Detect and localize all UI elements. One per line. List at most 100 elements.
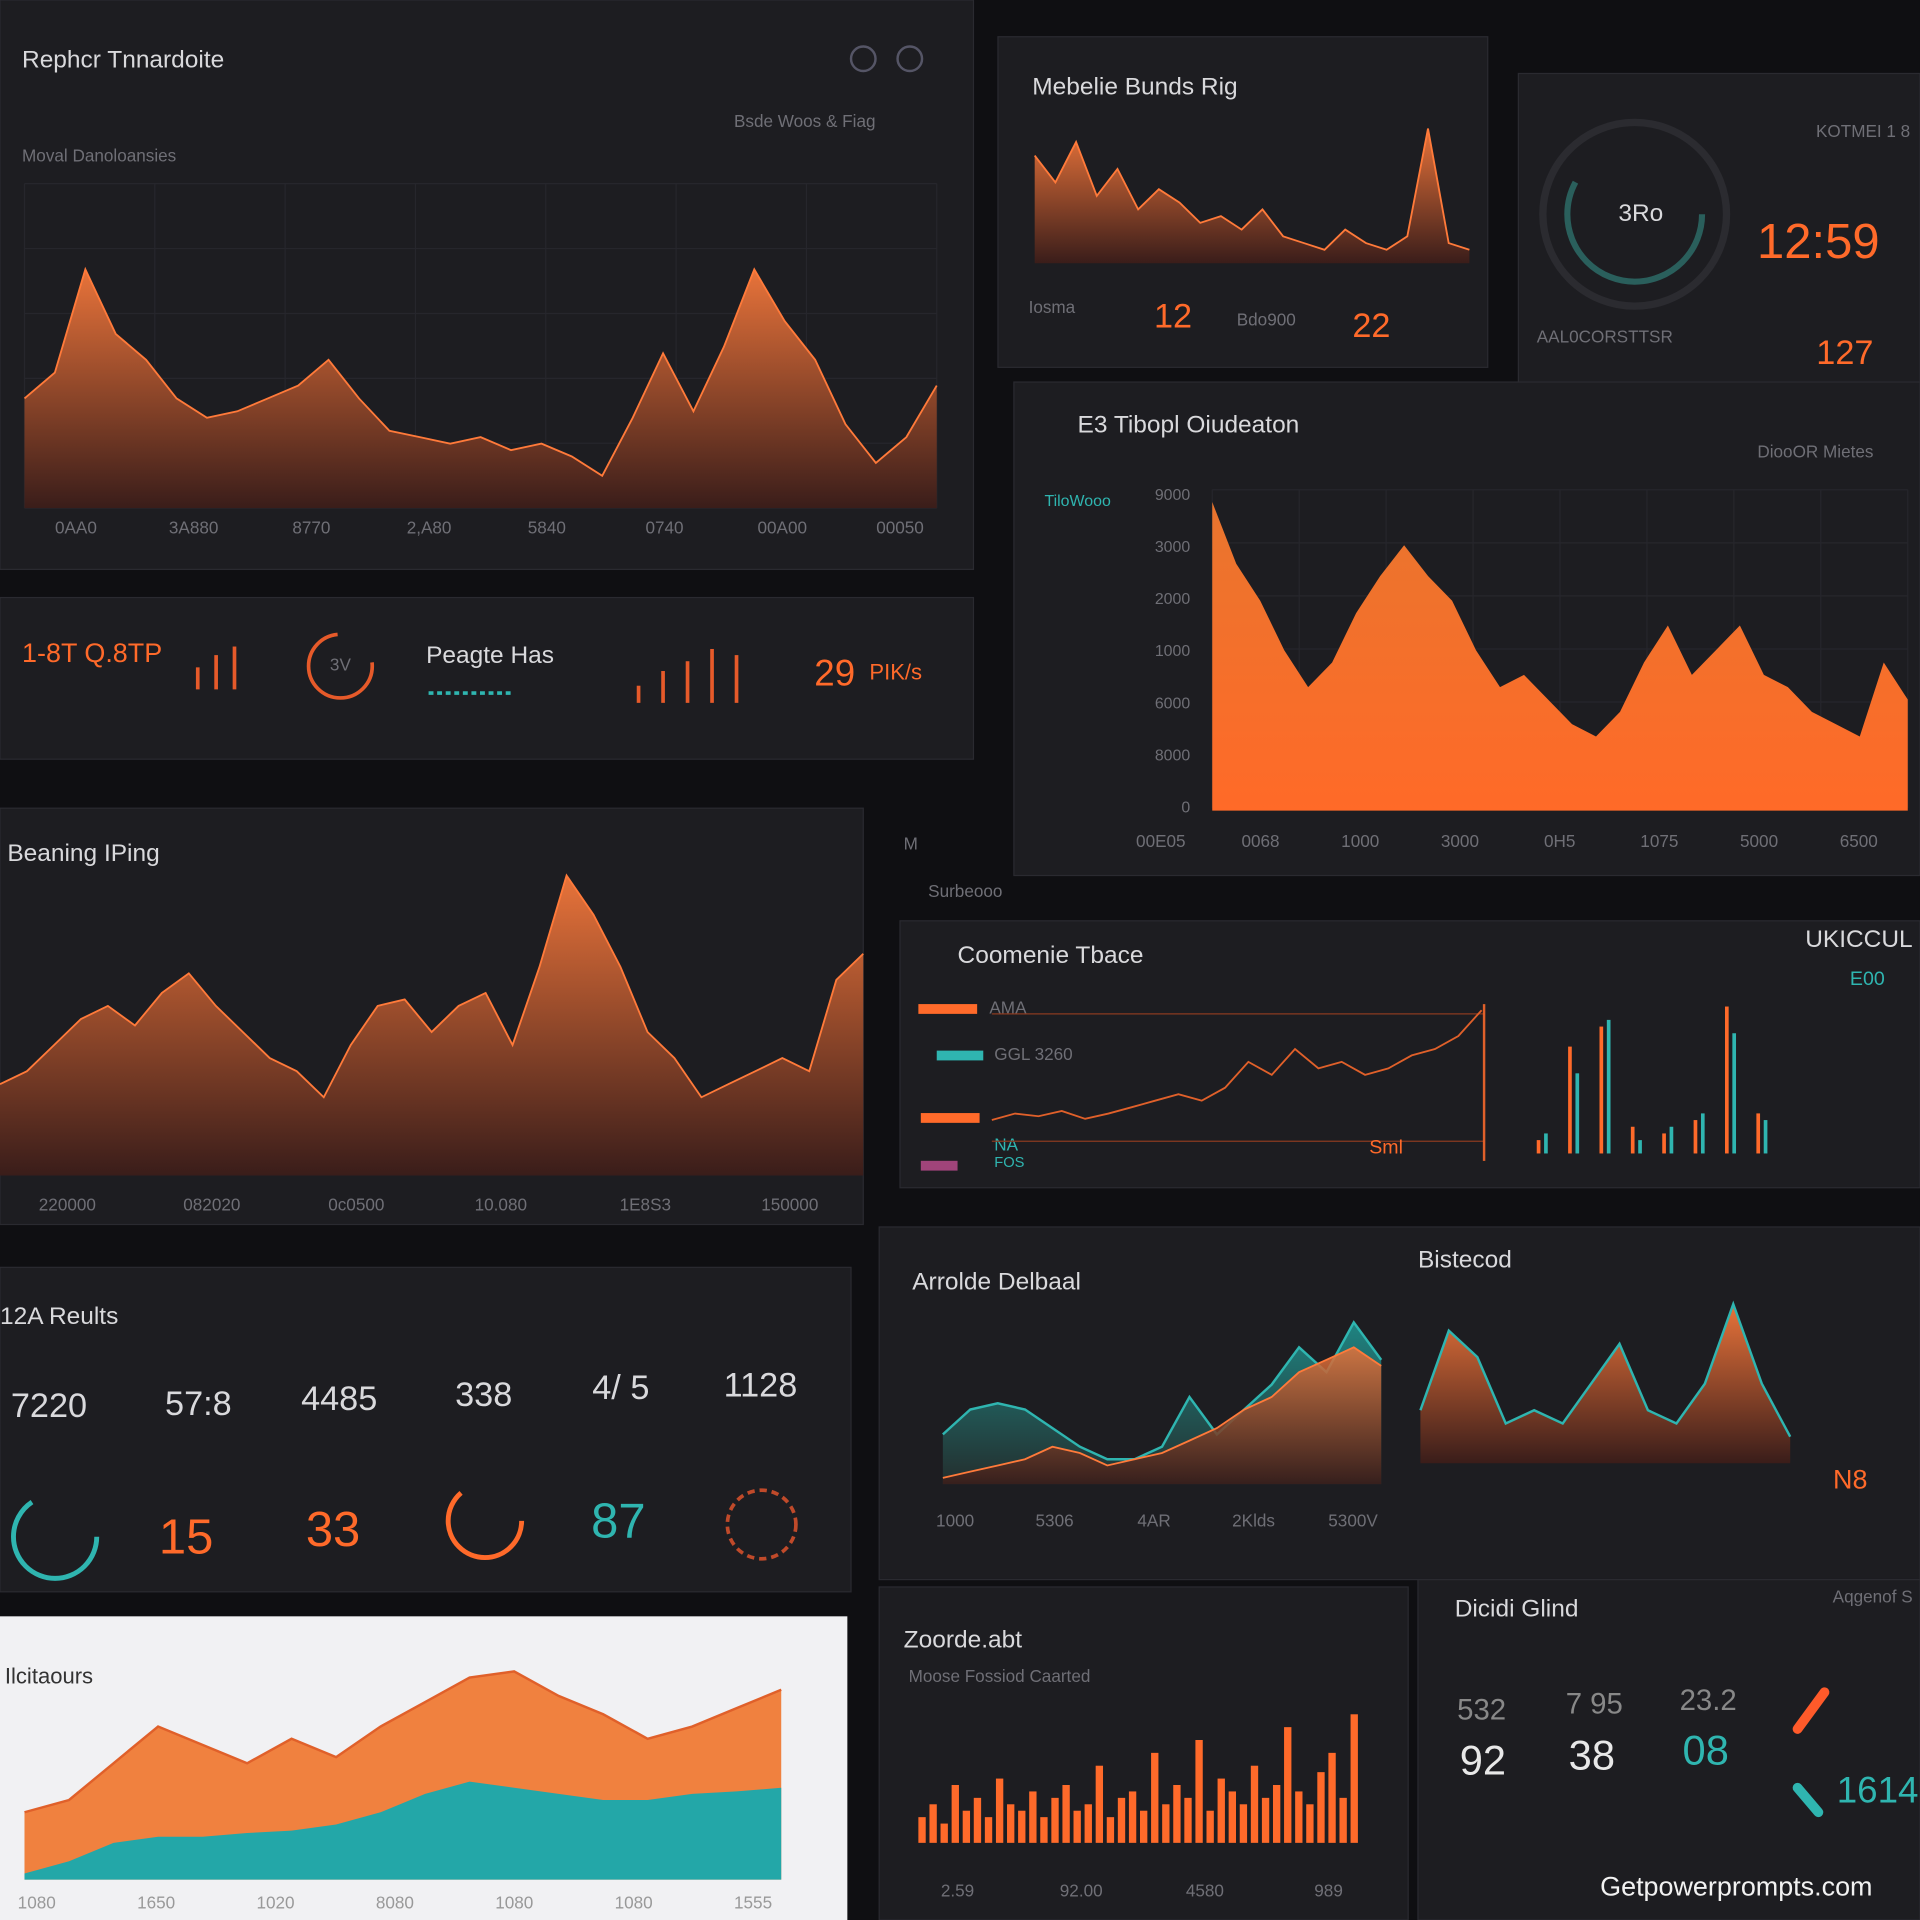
bar xyxy=(1239,1804,1248,1843)
x-tick-label: 5300V xyxy=(1328,1511,1378,1531)
cell: 08 xyxy=(1683,1726,1729,1773)
panel-title: Arrolde Delbaal xyxy=(912,1269,1081,1296)
subtitle: Moval Danoloansies xyxy=(22,145,176,165)
menu[interactable]: Bsde Woos & Fiag xyxy=(734,111,876,131)
gauge-label: 3V xyxy=(330,655,352,675)
x-tick-label: 1650 xyxy=(137,1893,175,1913)
x-tick-label: 6500 xyxy=(1840,831,1878,851)
icon[interactable] xyxy=(849,45,877,73)
area xyxy=(1212,502,1908,811)
bar xyxy=(1568,1046,1572,1154)
panel xyxy=(0,596,975,760)
gauge-arc xyxy=(1564,143,1706,285)
bar xyxy=(1195,1740,1203,1843)
legend-swatch xyxy=(918,1004,978,1014)
panel xyxy=(899,920,1920,1189)
line xyxy=(942,1346,1382,1479)
x-tick-label: 92.00 xyxy=(1060,1880,1103,1900)
x-tick-label: 3A880 xyxy=(169,518,219,538)
bar xyxy=(1029,1791,1037,1843)
kpi-unit: PIK/s xyxy=(869,659,922,684)
bar xyxy=(1217,1778,1225,1843)
bar xyxy=(1040,1817,1048,1843)
chart-title: Ilcitaours xyxy=(5,1663,93,1688)
stat-value: 12 xyxy=(1154,297,1192,335)
x-tick-label: 1000 xyxy=(936,1511,974,1531)
legend-entry: GGL 3260 xyxy=(994,1044,1072,1064)
icon[interactable] xyxy=(896,45,924,73)
legend-entry: AMA xyxy=(989,998,1027,1018)
bar xyxy=(1544,1133,1548,1154)
panel-title: Coomenie Tbace xyxy=(958,942,1144,969)
x-tick-label: 00A00 xyxy=(758,518,808,538)
panel xyxy=(1417,1578,1920,1920)
panel-title: 12A Reults xyxy=(0,1303,118,1330)
line xyxy=(24,1670,782,1814)
line xyxy=(0,873,864,1099)
bar xyxy=(1106,1817,1115,1843)
x-tick-label: 989 xyxy=(1314,1880,1343,1900)
mini-bars xyxy=(195,646,739,703)
gauge-ring xyxy=(1539,118,1731,310)
stat: 57:8 xyxy=(165,1385,232,1423)
title: Rephcr Tnnardoite xyxy=(22,47,224,74)
chart-title: E3 Tibopl Oiudeaton xyxy=(1078,412,1300,439)
side-title: UKICCUL xyxy=(1805,926,1912,953)
marker: M xyxy=(904,833,918,853)
y-tick-label: 0 xyxy=(1181,799,1190,816)
cell: 38 xyxy=(1569,1731,1615,1778)
x-tick-label: 1080 xyxy=(495,1893,533,1913)
cell: 7 95 xyxy=(1566,1687,1623,1720)
corner-label: Aqgenof S xyxy=(1833,1586,1913,1606)
bar xyxy=(984,1817,993,1843)
x-tick-label: 0068 xyxy=(1241,831,1279,851)
gauge-value: 12:59 xyxy=(1757,215,1880,269)
gauge-label: KOTMEI 1 8 xyxy=(1816,121,1910,141)
line xyxy=(1033,128,1470,251)
watermark: Getpowerprompts.com xyxy=(1600,1871,1872,1901)
bar xyxy=(1228,1791,1236,1843)
panel xyxy=(878,1586,1409,1920)
x-tick-label: 8080 xyxy=(376,1893,414,1913)
cell: 23.2 xyxy=(1680,1684,1737,1717)
gauge xyxy=(725,1488,798,1561)
gauge-value: 33 xyxy=(306,1503,360,1557)
y-tick-label: 3000 xyxy=(1155,539,1191,556)
kpi-label: Peagte Has xyxy=(426,642,554,669)
bar xyxy=(1756,1113,1761,1154)
bar xyxy=(1162,1804,1170,1843)
bar xyxy=(1638,1140,1642,1154)
bar xyxy=(940,1823,948,1843)
bar xyxy=(1599,1026,1604,1154)
x-tick-label: 1075 xyxy=(1640,831,1678,851)
line xyxy=(23,266,938,478)
bar xyxy=(962,1810,971,1843)
stats: 7220 57:8 4485 338 4/ 5 1128 xyxy=(11,1366,797,1425)
legend-swatch xyxy=(920,1160,958,1171)
area xyxy=(1420,1304,1791,1464)
bar xyxy=(1140,1810,1148,1843)
y-tick-label: 9000 xyxy=(1155,487,1191,504)
gauge-footer: AAL0CORSTTSR xyxy=(1537,326,1673,346)
bar xyxy=(1575,1073,1580,1154)
bar xyxy=(973,1797,982,1843)
cell: 532 xyxy=(1457,1694,1506,1727)
x-tick-label: 150000 xyxy=(761,1195,818,1215)
gauge xyxy=(11,1492,100,1581)
gauge-arc xyxy=(1792,1687,1830,1734)
bar xyxy=(1128,1791,1137,1843)
side-value: N8 xyxy=(1833,1465,1867,1495)
bar xyxy=(1328,1752,1336,1843)
bar xyxy=(1095,1765,1104,1843)
gauge-arc xyxy=(1792,1782,1824,1818)
chart-title: Mebelie Bunds Rig xyxy=(1032,74,1237,101)
side-value: E00 xyxy=(1850,968,1885,990)
x-tick-label: 3000 xyxy=(1441,831,1479,851)
line xyxy=(942,1320,1383,1461)
x-tick-label: 1E8S3 xyxy=(620,1195,671,1215)
panel-title: Bistecod xyxy=(1418,1247,1512,1274)
y-tick-label: 1000 xyxy=(1155,643,1191,660)
y-tick-label: 2000 xyxy=(1155,591,1191,608)
